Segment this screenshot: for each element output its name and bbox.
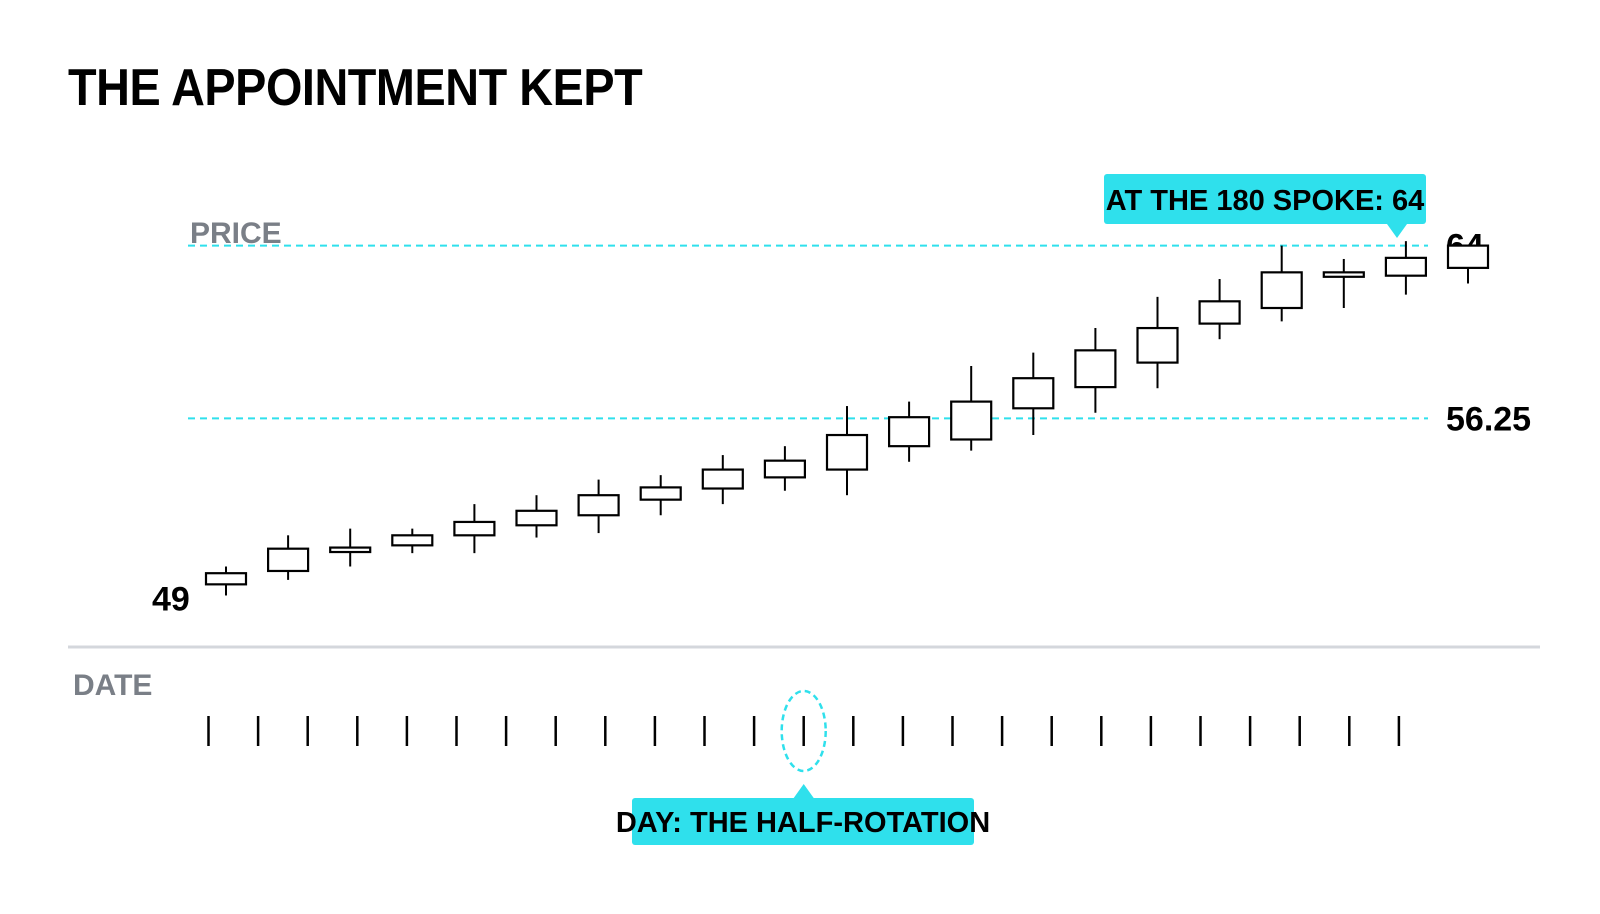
candle-body xyxy=(1012,377,1055,410)
price-callout-pointer xyxy=(1387,224,1407,238)
value-label-49: 49 xyxy=(152,580,190,618)
date-ticks-group xyxy=(207,716,1401,746)
x-axis-label: DATE xyxy=(73,669,152,702)
candle-body xyxy=(1198,300,1241,325)
candle-body xyxy=(701,468,744,490)
candles-group xyxy=(204,241,1490,596)
candle-body xyxy=(1260,271,1303,310)
candle-body xyxy=(204,572,248,586)
price-callout: AT THE 180 SPOKE: 64 xyxy=(1104,174,1426,238)
candle-body xyxy=(1074,349,1117,389)
candle-body xyxy=(1446,244,1490,269)
chart-title: THE APPOINTMENT KEPT xyxy=(68,59,643,117)
candle-body xyxy=(1136,326,1179,364)
candle-body xyxy=(515,509,558,527)
candle-body xyxy=(1384,256,1428,277)
candle-body xyxy=(391,534,434,547)
date-callout: DAY: THE HALF-ROTATION xyxy=(616,784,990,845)
candle-body xyxy=(267,547,310,573)
candle-body xyxy=(1322,271,1365,278)
price-callout-text: AT THE 180 SPOKE: 64 xyxy=(1106,185,1425,217)
half-rotation-highlight xyxy=(780,689,827,773)
date-callout-text: DAY: THE HALF-ROTATION xyxy=(616,807,990,839)
candle-body xyxy=(453,520,496,537)
candle-body xyxy=(887,416,931,448)
value-label-56-25: 56.25 xyxy=(1446,400,1531,438)
candle-body xyxy=(639,486,682,501)
candle-body xyxy=(329,546,372,554)
price-callout-box xyxy=(1104,174,1426,224)
candle-body xyxy=(763,459,807,479)
date-callout-pointer xyxy=(793,784,814,798)
candle-body xyxy=(950,400,993,441)
candle-body xyxy=(577,494,620,517)
candle-body xyxy=(825,433,869,471)
date-callout-box xyxy=(632,798,974,845)
y-axis-label: PRICE xyxy=(190,217,282,250)
